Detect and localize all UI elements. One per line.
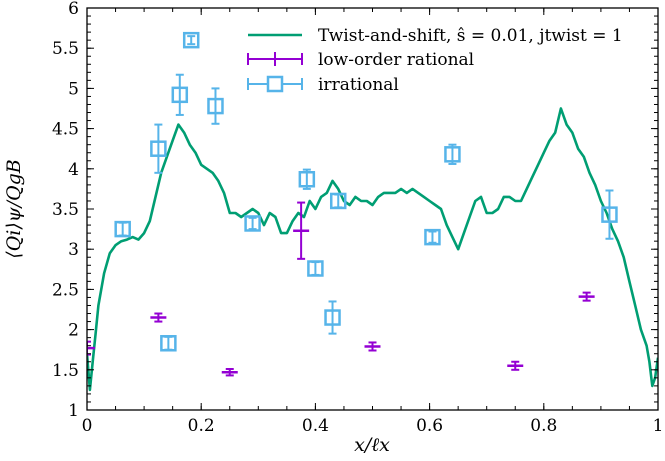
irrational-point — [171, 86, 189, 104]
legend-label: Twist-and-shift, ŝ = 0.01, jtwist = 1 — [318, 26, 623, 46]
y-tick-label: 2.5 — [52, 280, 79, 300]
y-tick-label: 4 — [68, 160, 79, 180]
irrational-point — [424, 228, 441, 246]
irrational-point — [207, 97, 224, 115]
x-tick-label: 0.2 — [188, 416, 215, 436]
series-line-twist-and-shift — [87, 107, 658, 392]
y-tick-label: 2 — [68, 321, 79, 341]
legend-square-marker — [266, 75, 284, 93]
irrational-point — [114, 220, 131, 238]
irrational-point — [150, 140, 167, 157]
y-axis-title: ⟨Qi⟩ψ/QgB — [3, 159, 25, 259]
irrational-point — [160, 335, 177, 352]
x-axis-title: x/ℓx — [354, 434, 390, 456]
irrational-point — [244, 215, 261, 232]
x-tick-label: 0.4 — [302, 416, 329, 436]
y-tick-label: 3.5 — [52, 200, 79, 220]
legend-label: low-order rational — [318, 50, 474, 70]
ticks-layer: 0 0.2 0.4 0.6 0.8 1 1 1.5 2 2.5 3 3.5 4 4.5 5 5.5 6 — [52, 0, 663, 436]
data-layer — [87, 31, 658, 392]
y-tick-label: 6 — [68, 0, 79, 19]
x-tick-label: 0 — [82, 416, 93, 436]
x-tick-label: 1 — [653, 416, 664, 436]
legend: Twist-and-shift, ŝ = 0.01, jtwist = 1 low… — [247, 26, 623, 95]
y-tick-label: 5 — [68, 79, 79, 99]
x-tick-label: 0.8 — [530, 416, 557, 436]
irrational-point — [324, 309, 341, 326]
irrational-point — [601, 206, 618, 223]
y-tick-label: 1 — [68, 401, 79, 421]
y-tick-label: 3 — [68, 240, 79, 260]
y-tick-label: 1.5 — [52, 361, 79, 381]
irrational-point — [298, 171, 316, 188]
x-tick-label: 0.6 — [416, 416, 443, 436]
irrational-point — [182, 31, 200, 49]
y-tick-label: 5.5 — [52, 39, 79, 59]
y-tick-label: 4.5 — [52, 120, 79, 140]
irrational-point — [444, 146, 461, 163]
irrational-point — [307, 260, 324, 277]
legend-label: irrational — [318, 75, 399, 95]
irrational-point — [329, 192, 347, 210]
